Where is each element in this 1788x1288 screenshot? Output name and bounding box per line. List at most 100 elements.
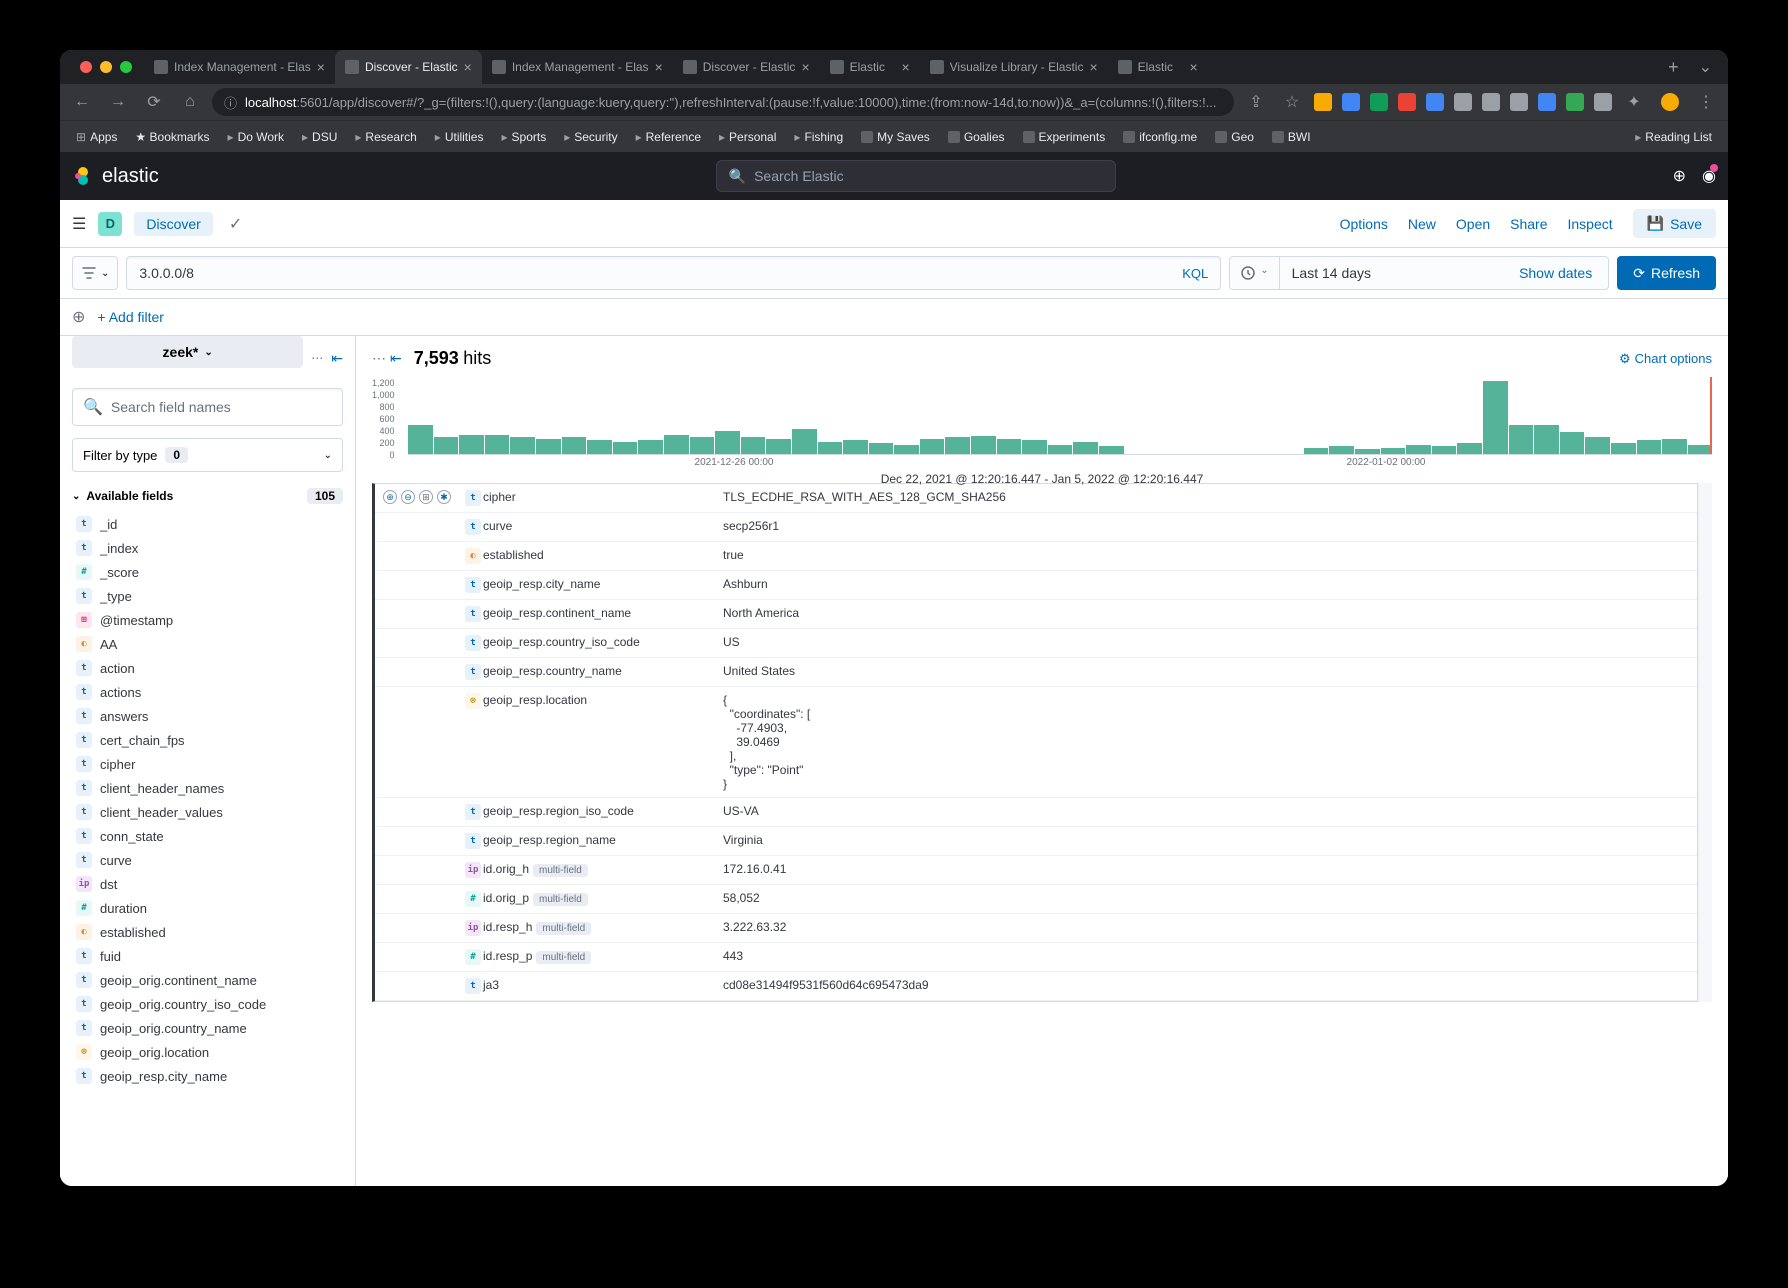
show-dates-link[interactable]: Show dates [1503,265,1608,281]
extension-icon[interactable] [1370,93,1388,111]
field-item[interactable]: ipdst [72,872,343,896]
view-toggle-icon[interactable]: ⋯ [372,350,386,367]
query-lang-label[interactable]: KQL [1170,266,1220,281]
field-item[interactable]: t_index [72,536,343,560]
field-search-input[interactable]: 🔍 Search field names [72,388,343,426]
scrollbar[interactable] [1698,483,1712,1002]
apps-button[interactable]: ⊞ Apps [68,126,125,148]
field-item[interactable]: ⊙geoip_orig.location [72,1040,343,1064]
bookmark-item[interactable]: ▸ Fishing [786,126,851,148]
appbar-link-open[interactable]: Open [1456,216,1490,232]
extension-icon[interactable] [1398,93,1416,111]
reading-list[interactable]: ▸ Reading List [1627,126,1720,148]
field-item[interactable]: tcipher [72,752,343,776]
extension-icon[interactable] [1566,93,1584,111]
field-item[interactable]: #duration [72,896,343,920]
browser-tab[interactable]: Elastic× [1108,50,1208,84]
save-button[interactable]: 💾 Save [1633,209,1716,238]
newsfeed-icon[interactable]: ◉ [1702,166,1716,186]
extensions-icon[interactable]: ✦ [1620,88,1648,116]
tab-close-icon[interactable]: × [464,59,472,75]
browser-tab[interactable]: Discover - Elastic× [335,50,482,84]
share-icon[interactable]: ⇪ [1242,88,1270,116]
view-toggle-icon[interactable]: ⇤ [390,350,402,367]
bookmark-item[interactable]: ▸ Reference [628,126,709,148]
appbar-link-share[interactable]: Share [1510,216,1547,232]
chrome-menu-icon[interactable]: ⋮ [1692,88,1720,116]
tab-close-icon[interactable]: × [317,59,325,75]
bookmark-item[interactable]: BWI [1264,126,1319,148]
forward-button[interactable]: → [104,88,132,116]
filter-toggle-button[interactable]: ⌄ [72,256,118,290]
home-button[interactable]: ⌂ [176,88,204,116]
browser-tab[interactable]: Elastic× [820,50,920,84]
bookmark-item[interactable]: ▸ Personal [711,126,784,148]
extension-icon[interactable] [1482,93,1500,111]
bookmark-item[interactable]: Geo [1207,126,1262,148]
saved-query-icon[interactable]: ⊕ [72,307,85,327]
appbar-link-options[interactable]: Options [1340,216,1388,232]
tab-close-icon[interactable]: × [1189,59,1197,75]
refresh-button[interactable]: ⟳ Refresh [1617,256,1716,290]
browser-tab[interactable]: Visualize Library - Elastic× [920,50,1108,84]
sidebar-settings-icon[interactable]: ⋯ [311,351,323,365]
field-item[interactable]: tgeoip_orig.country_name [72,1016,343,1040]
bookmark-item[interactable]: ★ Bookmarks [127,126,217,148]
elastic-logo[interactable]: elastic [72,165,159,188]
reload-button[interactable]: ⟳ [140,88,168,116]
quick-time-button[interactable]: ⌄ [1230,257,1279,289]
extension-icon[interactable] [1342,93,1360,111]
tab-overflow-button[interactable]: ⌄ [1691,57,1720,77]
field-item[interactable]: tcurve [72,848,343,872]
back-button[interactable]: ← [68,88,96,116]
field-item[interactable]: t_type [72,584,343,608]
field-item[interactable]: tcert_chain_fps [72,728,343,752]
sidebar-collapse-icon[interactable]: ⇤ [331,350,343,367]
field-item[interactable]: tclient_header_values [72,800,343,824]
appbar-link-inspect[interactable]: Inspect [1568,216,1613,232]
field-item[interactable]: tgeoip_orig.continent_name [72,968,343,992]
histogram-chart[interactable] [408,377,1712,455]
extension-icon[interactable] [1426,93,1444,111]
field-type-filter[interactable]: Filter by type 0 ⌄ [72,438,343,472]
field-item[interactable]: ⊞@timestamp [72,608,343,632]
window-controls[interactable] [68,61,144,73]
profile-avatar[interactable] [1656,88,1684,116]
star-icon[interactable]: ☆ [1278,88,1306,116]
extension-icon[interactable] [1314,93,1332,111]
field-item[interactable]: ◐established [72,920,343,944]
url-input[interactable]: ⓘ localhost:5601/app/discover#/?_g=(filt… [212,88,1234,116]
bookmark-item[interactable]: ifconfig.me [1115,126,1205,148]
field-item[interactable]: tclient_header_names [72,776,343,800]
field-item[interactable]: tgeoip_resp.city_name [72,1064,343,1088]
bookmark-item[interactable]: My Saves [853,126,938,148]
tab-close-icon[interactable]: × [655,59,663,75]
browser-tab[interactable]: Discover - Elastic× [673,50,820,84]
space-badge[interactable]: D [98,212,122,236]
field-item[interactable]: tconn_state [72,824,343,848]
bookmark-item[interactable]: ▸ Sports [493,126,554,148]
elastic-search-input[interactable]: 🔍 Search Elastic [716,160,1116,192]
bookmark-item[interactable]: ▸ DSU [294,126,345,148]
field-item[interactable]: t_id [72,512,343,536]
extension-icon[interactable] [1594,93,1612,111]
help-icon[interactable]: ⊕ [1673,166,1686,186]
tab-close-icon[interactable]: × [801,59,809,75]
field-item[interactable]: tactions [72,680,343,704]
app-title-pill[interactable]: Discover [134,212,212,236]
tab-close-icon[interactable]: × [901,59,909,75]
chart-options-link[interactable]: ⚙ Chart options [1619,351,1712,367]
appbar-link-new[interactable]: New [1408,216,1436,232]
new-tab-button[interactable]: + [1656,57,1691,78]
bookmark-item[interactable]: Goalies [940,126,1013,148]
bookmark-item[interactable]: ▸ Do Work [220,126,292,148]
index-pattern-picker[interactable]: zeek* ⌄ [72,336,303,368]
tab-close-icon[interactable]: × [1089,59,1097,75]
browser-tab[interactable]: Index Management - Elas× [482,50,673,84]
extension-icon[interactable] [1538,93,1556,111]
time-range-text[interactable]: Last 14 days [1280,265,1503,281]
field-item[interactable]: tgeoip_orig.country_iso_code [72,992,343,1016]
nav-menu-icon[interactable]: ☰ [72,214,86,234]
bookmark-item[interactable]: ▸ Research [347,126,424,148]
extension-icon[interactable] [1454,93,1472,111]
